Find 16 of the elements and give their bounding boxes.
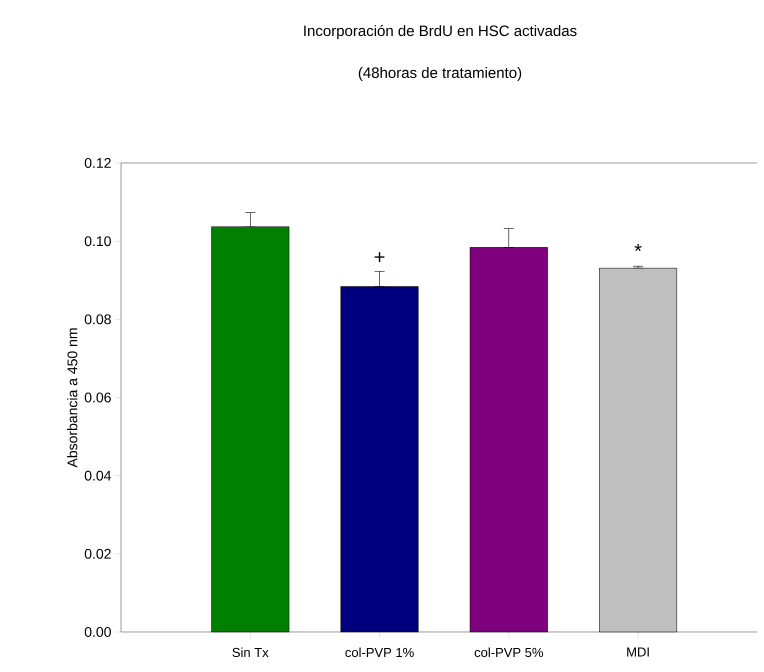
x-tick-label: col-PVP 1% xyxy=(345,648,414,658)
y-tick-label: 0.02 xyxy=(84,548,111,559)
y-tick-label: 0.06 xyxy=(84,392,111,402)
annotation: + xyxy=(374,252,384,262)
x-tick-label: MDI xyxy=(627,648,649,656)
y-axis-title: Absorbancia a 450 nm xyxy=(67,328,78,468)
x-tick-label: Sin Tx xyxy=(232,648,269,658)
chart-subtitle: (48horas de tratamiento) xyxy=(358,67,522,81)
y-tick-label: 0.10 xyxy=(84,236,111,246)
y-tick-label: 0.04 xyxy=(84,470,112,481)
y-tick-label: 0.12 xyxy=(84,158,111,168)
chart-title: Incorporación de BrdU en HSC activadas xyxy=(304,24,577,40)
annotation: * xyxy=(634,244,642,252)
y-tick-label: 0.00 xyxy=(84,627,111,637)
y-tick-label: 0.08 xyxy=(84,314,111,324)
x-tick-label: col-PVP 5% xyxy=(474,648,544,658)
